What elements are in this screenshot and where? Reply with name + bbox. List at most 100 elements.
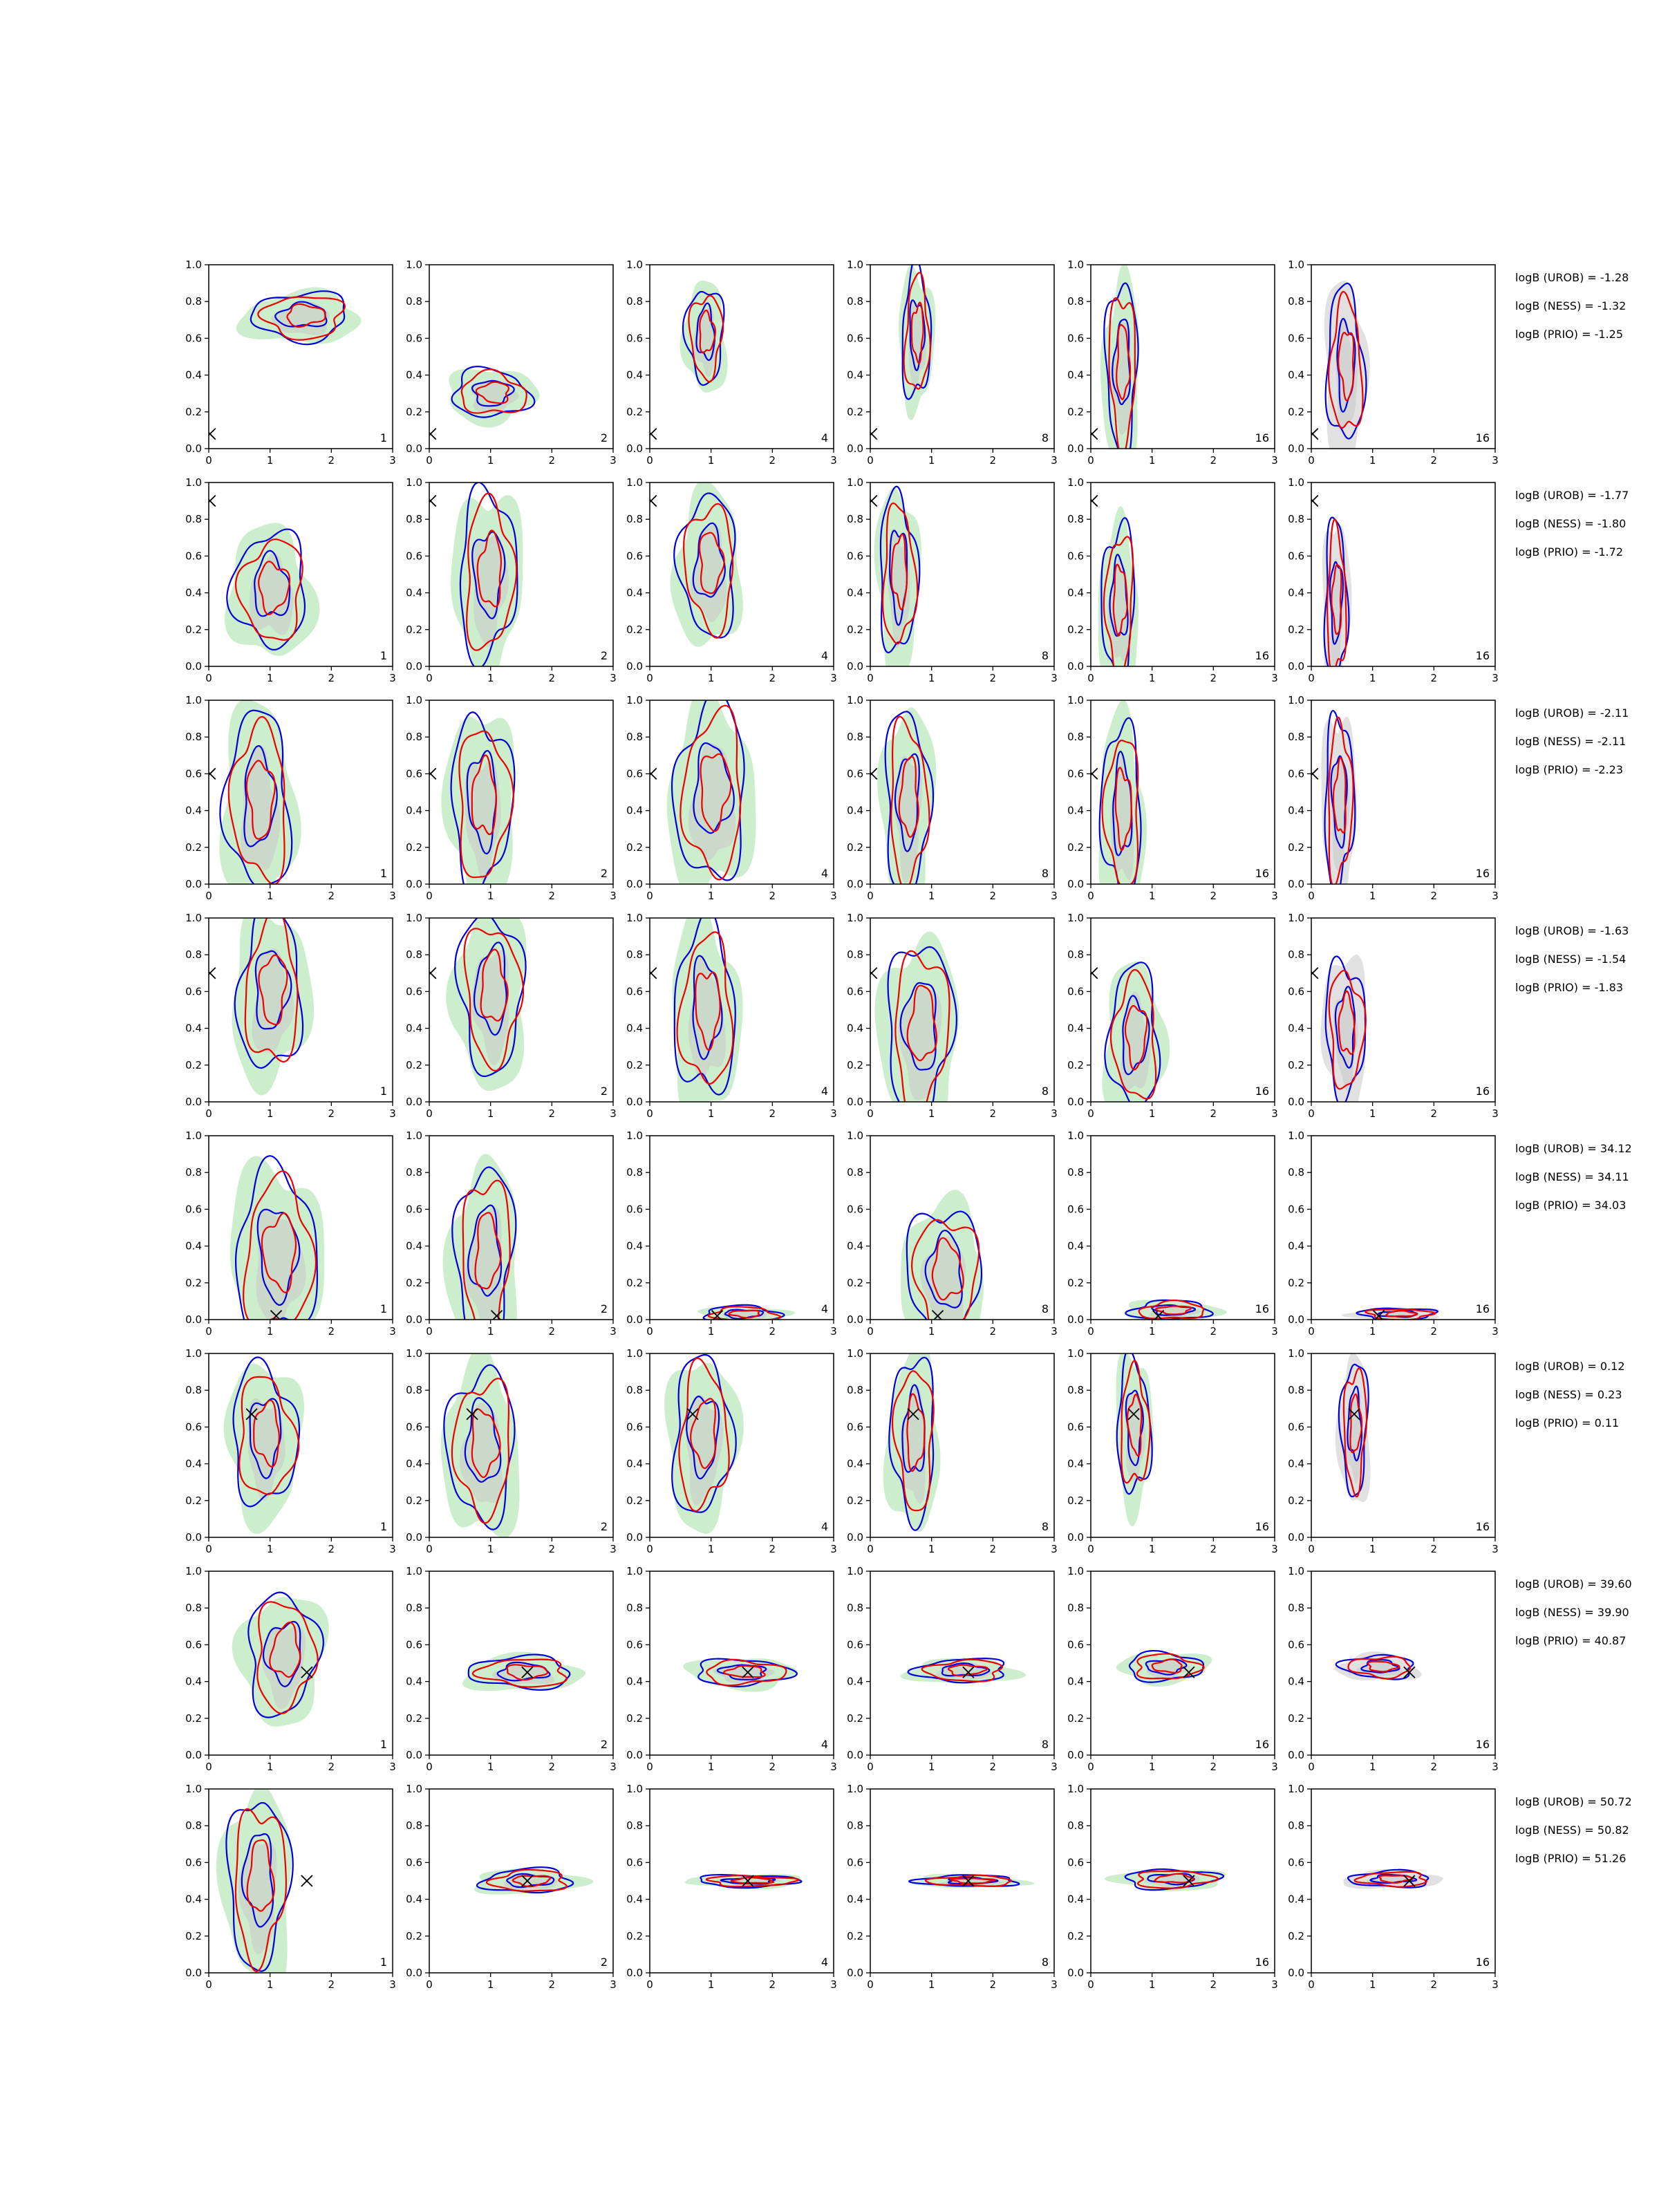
x-tick-label: 1 [928,1543,935,1555]
y-tick-label: 0.6 [185,1203,202,1215]
y-tick-label: 0.4 [185,369,202,382]
x-tick-label: 0 [1308,1978,1315,1991]
red-contour-inner [474,1212,502,1290]
red-contour-outer [705,1875,800,1888]
reference-density-core [459,1403,503,1503]
truth-marker [870,767,878,780]
y-tick-label: 0.8 [406,295,422,308]
y-tick-label: 0.2 [626,1494,643,1507]
truth-marker [429,967,437,980]
panel-frame [1311,700,1496,885]
red-contour-outer [1328,969,1367,1090]
y-tick-label: 0.8 [847,1602,863,1614]
panel-r5-c1: 1 0 1 2 3 0.0 0.2 0.4 0.6 0.8 1.0 [185,1130,396,1338]
y-tick-label: 0.0 [406,442,422,455]
red-contour-outer [891,1370,935,1512]
red-contour-outer [234,538,303,641]
panel-r4-c6: 16 0 1 2 3 0.0 0.2 0.4 0.6 0.8 1.0 [1288,912,1499,1120]
x-tick-label: 1 [1369,1543,1376,1555]
x-tick-label: 0 [1308,1325,1315,1338]
y-tick-label: 0.2 [1067,1059,1084,1071]
panel-label: 16 [1476,1738,1490,1751]
red-contour-inner [906,984,937,1062]
panel-r3-c3: 4 0 1 2 3 0.0 0.2 0.4 0.6 0.8 1.0 [626,694,837,902]
blue-contour-outer [682,290,725,386]
y-tick-label: 0.2 [1067,1494,1084,1507]
blue-contour-outer [225,1801,294,1972]
x-tick-label: 0 [426,1107,433,1120]
x-tick-label: 0 [646,1761,653,1773]
red-contour-inner [898,756,919,838]
truth-marker [650,767,657,780]
y-tick-label: 0.2 [406,406,422,418]
red-contour-inner [471,754,498,836]
y-tick-label: 1.0 [406,1565,422,1577]
panel-frame [1090,1788,1275,1974]
y-tick-label: 0.6 [1067,767,1084,780]
x-tick-label: 0 [867,1107,874,1120]
x-tick-label: 3 [1051,454,1058,467]
logb-annotations: logB (UROB) = -1.28 logB (NESS) = -1.32 lo… [1515,271,1632,1865]
truth-marker [209,967,216,980]
red-contour-inner [730,1877,775,1884]
panel-frame [870,700,1055,885]
x-tick-label: 1 [928,1761,935,1773]
panel-label: 8 [1042,649,1049,662]
x-tick-label: 3 [610,1107,617,1120]
y-tick-label: 0.2 [1288,1930,1304,1942]
red-contour-inner [1126,1394,1143,1457]
y-tick-label: 0.6 [1067,1421,1084,1433]
x-tick-label: 3 [1492,454,1499,467]
truth-marker [209,428,216,440]
panel-label: 1 [380,431,387,444]
y-tick-label: 0.2 [406,841,422,854]
x-tick-label: 2 [1431,1543,1438,1555]
y-tick-label: 0.2 [1067,1930,1084,1942]
x-tick-label: 3 [1492,1107,1499,1120]
y-tick-label: 0.2 [847,1277,863,1289]
panel-label: 16 [1255,1956,1269,1969]
red-contour-inner [246,1839,275,1912]
red-contour-outer [238,1376,300,1495]
y-tick-label: 0.6 [626,1203,643,1215]
x-tick-label: 2 [990,1325,997,1338]
red-contour-inner [1331,563,1342,635]
blue-contour-inner [262,1620,301,1687]
blue-contour-inner [909,299,926,372]
y-tick-label: 0.0 [1288,1749,1304,1761]
blue-contour-outer [1100,517,1136,666]
panel-label: 16 [1255,431,1269,444]
panel-r4-c3: 4 0 1 2 3 0.0 0.2 0.4 0.6 0.8 1.0 [626,912,837,1120]
panel-frame [870,482,1055,667]
x-tick-label: 3 [1051,1978,1058,1991]
panel-frame [1090,1135,1275,1320]
x-tick-label: 1 [487,1978,494,1991]
logb-text: logB (NESS) = -1.32 [1515,299,1626,312]
truth-marker [429,428,437,440]
truth-marker [962,1875,975,1887]
x-tick-label: 2 [769,454,776,467]
x-tick-label: 1 [928,1325,935,1338]
logb-text: logB (UROB) = 39.60 [1515,1577,1632,1591]
red-contour-inner [698,532,725,594]
reference-density-core [472,535,509,648]
y-tick-label: 0.8 [1288,1819,1304,1832]
y-tick-label: 0.8 [1067,513,1084,525]
panel-frame [208,482,393,667]
logb-text: logB (NESS) = -1.54 [1515,953,1626,966]
blue-contour-inner [924,1229,963,1309]
y-tick-label: 0.6 [1067,1638,1084,1651]
truth-marker [1091,767,1098,780]
x-tick-label: 1 [1369,1978,1376,1991]
panel-label: 16 [1255,1520,1269,1533]
x-tick-label: 2 [990,672,997,684]
panel-r1-c2: 20 1 2 30.00.20.40.60.81.0 [406,259,617,467]
panel-label: 2 [601,1302,608,1315]
y-tick-label: 0.2 [626,841,643,854]
y-tick-label: 0.8 [1288,731,1304,743]
y-tick-label: 0.4 [1067,1022,1084,1035]
y-tick-label: 0.0 [847,1967,863,1979]
x-tick-label: 0 [426,1978,433,1991]
red-contour-outer [460,368,527,414]
panel-label: 1 [380,649,387,662]
